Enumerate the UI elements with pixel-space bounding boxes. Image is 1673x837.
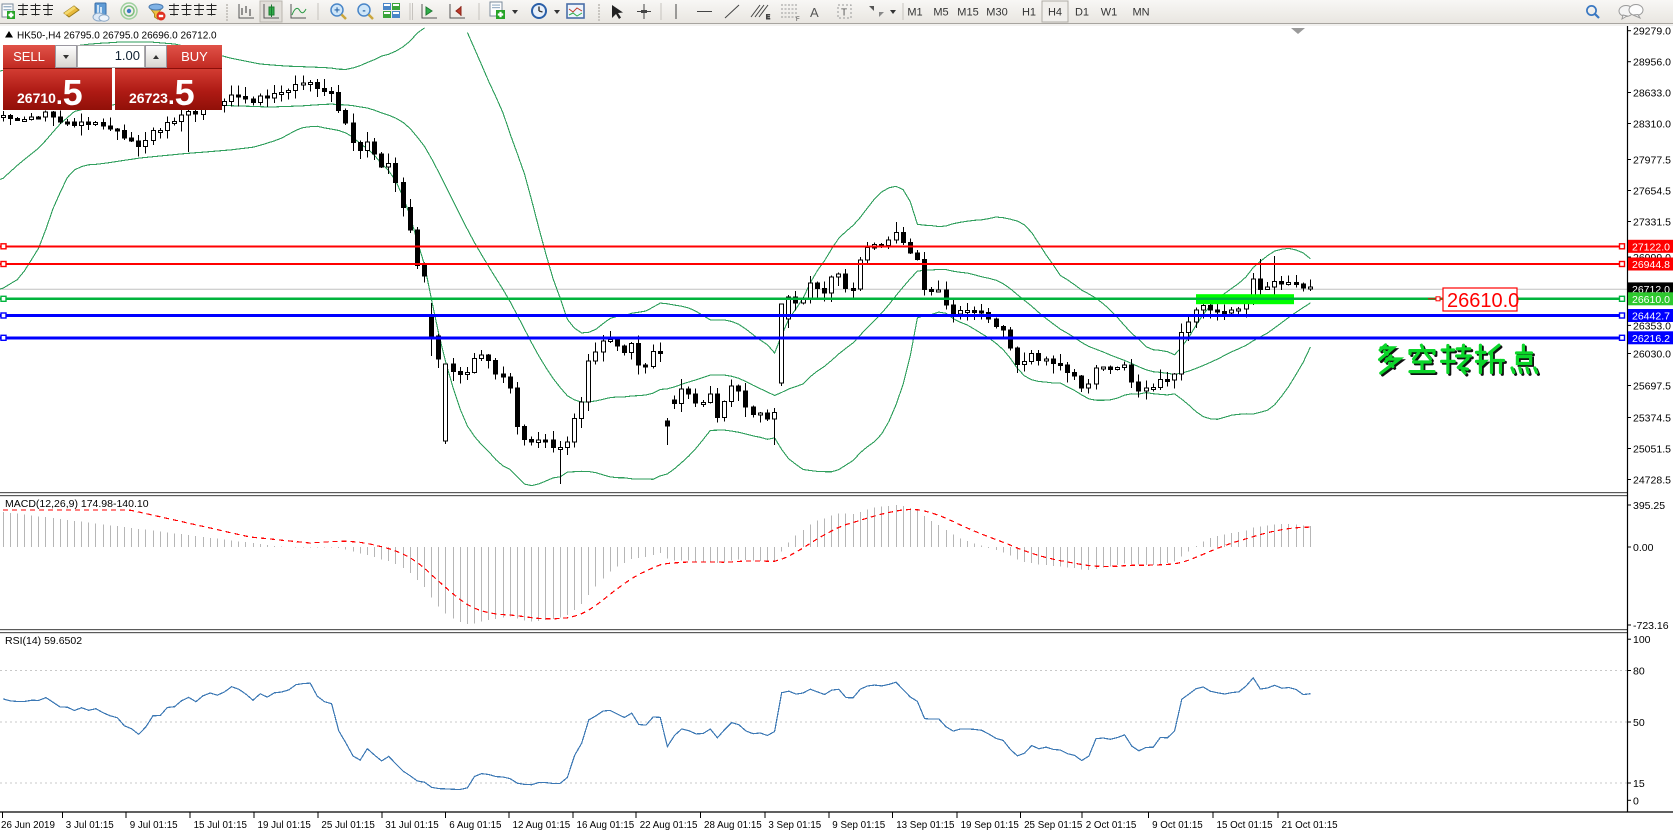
- svg-text:MACD(12,26,9) 174.98-140.10: MACD(12,26,9) 174.98-140.10: [5, 498, 149, 510]
- svg-text:13 Sep 01:15: 13 Sep 01:15: [896, 820, 955, 831]
- svg-text:+: +: [334, 6, 340, 17]
- svg-text:0: 0: [1633, 795, 1639, 807]
- svg-text:M5: M5: [933, 7, 948, 19]
- svg-text:E: E: [766, 15, 770, 21]
- svg-text:26 Jun 2019: 26 Jun 2019: [1, 820, 55, 831]
- svg-text:H4: H4: [1048, 7, 1062, 19]
- svg-text:26610.0: 26610.0: [1447, 290, 1519, 312]
- svg-text:28310.0: 28310.0: [1633, 119, 1671, 131]
- svg-text:H1: H1: [1022, 7, 1036, 19]
- svg-text:A: A: [810, 5, 819, 20]
- svg-text:15 Jul 01:15: 15 Jul 01:15: [194, 820, 248, 831]
- svg-text:28956.0: 28956.0: [1633, 57, 1671, 69]
- svg-text:D1: D1: [1075, 7, 1089, 19]
- svg-text:RSI(14) 59.6502: RSI(14) 59.6502: [5, 635, 82, 647]
- svg-text:27654.5: 27654.5: [1633, 186, 1671, 198]
- svg-text:26353.0: 26353.0: [1633, 320, 1671, 332]
- svg-text:26030.0: 26030.0: [1633, 349, 1671, 361]
- svg-text:2 Oct 01:15: 2 Oct 01:15: [1086, 820, 1137, 831]
- svg-text:22 Aug 01:15: 22 Aug 01:15: [640, 820, 698, 831]
- svg-text:27122.0: 27122.0: [1632, 241, 1670, 253]
- svg-text:-: -: [362, 6, 365, 17]
- svg-text:26216.2: 26216.2: [1632, 333, 1670, 345]
- svg-text:21 Oct 01:15: 21 Oct 01:15: [1282, 820, 1339, 831]
- svg-text:26944.8: 26944.8: [1632, 259, 1670, 271]
- svg-text:16 Aug 01:15: 16 Aug 01:15: [577, 820, 635, 831]
- svg-text:25051.5: 25051.5: [1633, 444, 1671, 456]
- svg-text:29279.0: 29279.0: [1633, 26, 1671, 38]
- svg-text:19 Jul 01:15: 19 Jul 01:15: [258, 820, 312, 831]
- svg-text:9 Oct 01:15: 9 Oct 01:15: [1152, 820, 1203, 831]
- svg-text:28 Aug 01:15: 28 Aug 01:15: [704, 820, 762, 831]
- svg-text:24728.5: 24728.5: [1633, 475, 1671, 487]
- svg-text:6 Aug 01:15: 6 Aug 01:15: [449, 820, 502, 831]
- svg-text:28633.0: 28633.0: [1633, 88, 1671, 100]
- svg-text:MN: MN: [1132, 7, 1149, 19]
- svg-text:9 Jul 01:15: 9 Jul 01:15: [130, 820, 178, 831]
- svg-text:50: 50: [1633, 717, 1645, 729]
- svg-text:25374.5: 25374.5: [1633, 413, 1671, 425]
- svg-text:3 Jul 01:15: 3 Jul 01:15: [66, 820, 114, 831]
- svg-text:395.25: 395.25: [1633, 500, 1665, 512]
- svg-text:80: 80: [1633, 666, 1645, 678]
- svg-text:9 Sep 01:15: 9 Sep 01:15: [832, 820, 885, 831]
- svg-text:27977.5: 27977.5: [1633, 155, 1671, 167]
- svg-text:25 Sep 01:15: 25 Sep 01:15: [1024, 820, 1083, 831]
- svg-text:26610.0: 26610.0: [1632, 294, 1670, 306]
- svg-text:25697.5: 25697.5: [1633, 381, 1671, 393]
- svg-text:26442.7: 26442.7: [1632, 311, 1670, 323]
- svg-text:3 Sep 01:15: 3 Sep 01:15: [768, 820, 821, 831]
- svg-text:F: F: [796, 17, 800, 23]
- svg-text:M15: M15: [957, 7, 978, 19]
- svg-text:M30: M30: [986, 7, 1007, 19]
- svg-text:HK50-,H4 26795.0 26795.0 2669: HK50-,H4 26795.0 26795.0 26696.0 26712.0: [17, 31, 217, 42]
- svg-text:100: 100: [1633, 634, 1651, 646]
- svg-text:27331.5: 27331.5: [1633, 217, 1671, 229]
- svg-text:0.00: 0.00: [1633, 542, 1654, 554]
- svg-text:15 Oct 01:15: 15 Oct 01:15: [1217, 820, 1274, 831]
- svg-text:12 Aug 01:15: 12 Aug 01:15: [513, 820, 571, 831]
- svg-text:19 Sep 01:15: 19 Sep 01:15: [961, 820, 1020, 831]
- svg-text:-723.16: -723.16: [1633, 620, 1669, 632]
- svg-text:W1: W1: [1101, 7, 1118, 19]
- svg-text:T: T: [841, 8, 847, 19]
- svg-text:25 Jul 01:15: 25 Jul 01:15: [321, 820, 375, 831]
- svg-text:31 Jul 01:15: 31 Jul 01:15: [385, 820, 439, 831]
- svg-text:M1: M1: [907, 7, 922, 19]
- svg-text:15: 15: [1633, 778, 1645, 790]
